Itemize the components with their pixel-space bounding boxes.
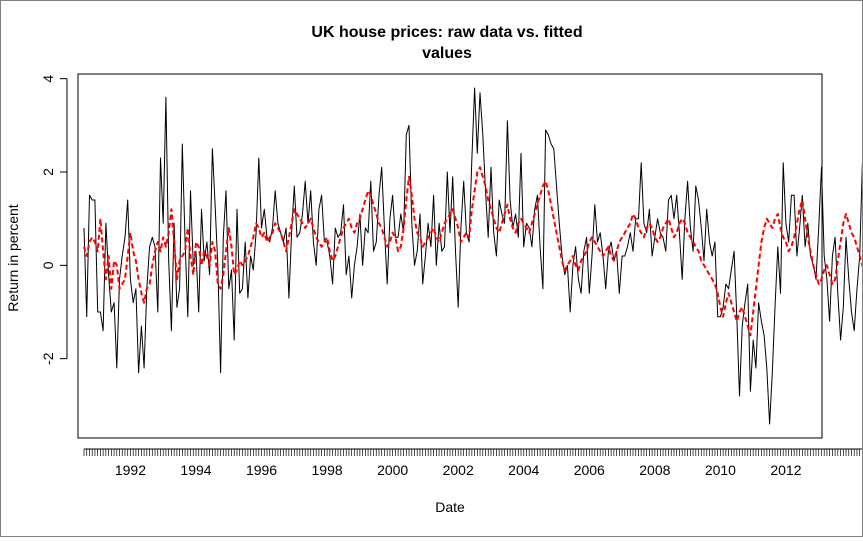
x-tick-label: 2004 xyxy=(508,462,539,478)
x-tick-label: 2010 xyxy=(705,462,736,478)
fitted-values-line xyxy=(83,166,863,337)
y-tick-label: 2 xyxy=(40,168,56,176)
plot-box xyxy=(77,73,823,439)
chart-title-line1: UK house prices: raw data vs. fitted xyxy=(311,24,582,41)
x-axis: 1992 1994 1996 1998 2000 2002 2004 2006 2008 2010… xyxy=(83,448,863,478)
x-tick-label: 1996 xyxy=(246,462,277,478)
x-tick-label: 1992 xyxy=(115,462,146,478)
x-tick-label: 1994 xyxy=(180,462,211,478)
x-tick-label: 2012 xyxy=(770,462,801,478)
y-tick-label: 0 xyxy=(40,261,56,269)
x-tick-label: 2002 xyxy=(443,462,474,478)
y-tick-label: 4 xyxy=(40,75,56,83)
x-tick-label: 2000 xyxy=(377,462,408,478)
raw-data-line xyxy=(83,87,863,425)
x-axis-label: Date xyxy=(435,499,465,515)
chart-title-line2: values xyxy=(422,45,472,62)
x-tick-label: 1998 xyxy=(312,462,343,478)
x-tick-label: 2008 xyxy=(639,462,670,478)
x-tick-label: 2006 xyxy=(574,462,605,478)
series-layer xyxy=(83,87,863,425)
y-axis: -2 0 2 4 xyxy=(40,75,68,365)
y-axis-label: Return in percent xyxy=(5,204,21,312)
y-tick-label: -2 xyxy=(40,352,56,365)
